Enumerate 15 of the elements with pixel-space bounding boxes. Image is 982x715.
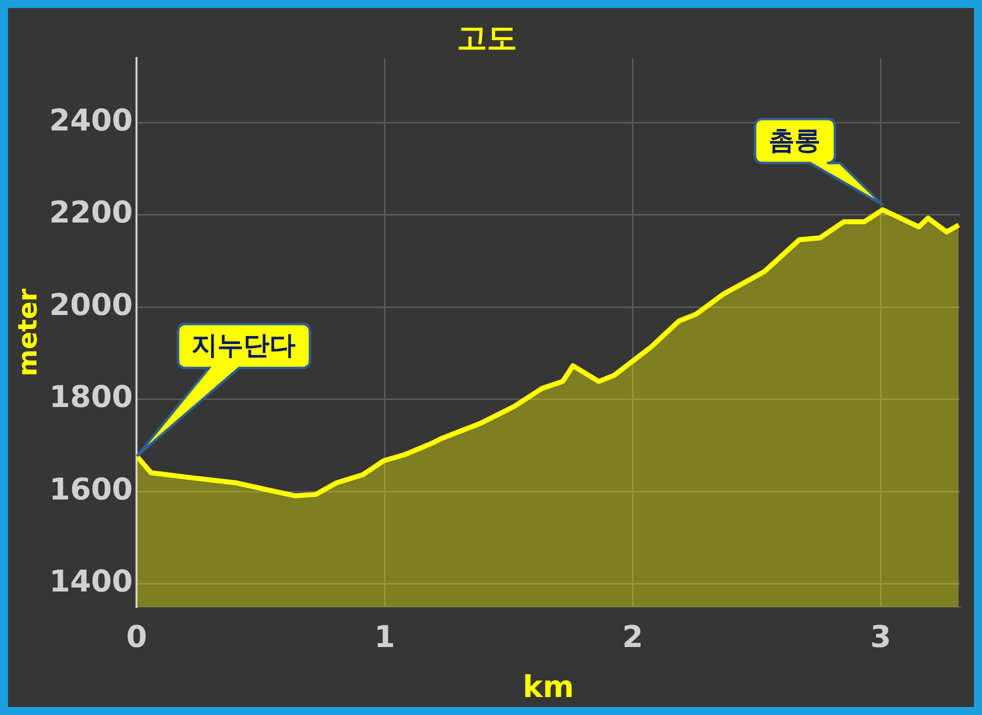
y-tick-label: 1400 <box>49 564 133 600</box>
y-tick-label: 2200 <box>49 196 133 231</box>
y-axis-title: meter <box>13 288 44 376</box>
y-tick-label: 1600 <box>49 472 133 508</box>
y-tick-label: 1800 <box>49 380 133 416</box>
y-tick-label: 2000 <box>49 288 133 323</box>
x-tick-label: 2 <box>622 620 644 655</box>
annotation: 지누단다 <box>190 330 297 364</box>
chart-title: 고도 <box>457 20 517 56</box>
y-tick-label: 2400 <box>49 103 133 138</box>
annotation: 촘롱 <box>768 125 822 158</box>
x-tick-label: 1 <box>374 620 396 655</box>
x-axis-title: km <box>522 670 574 705</box>
x-tick-label: 0 <box>126 620 148 655</box>
x-tick-label: 3 <box>870 620 892 655</box>
